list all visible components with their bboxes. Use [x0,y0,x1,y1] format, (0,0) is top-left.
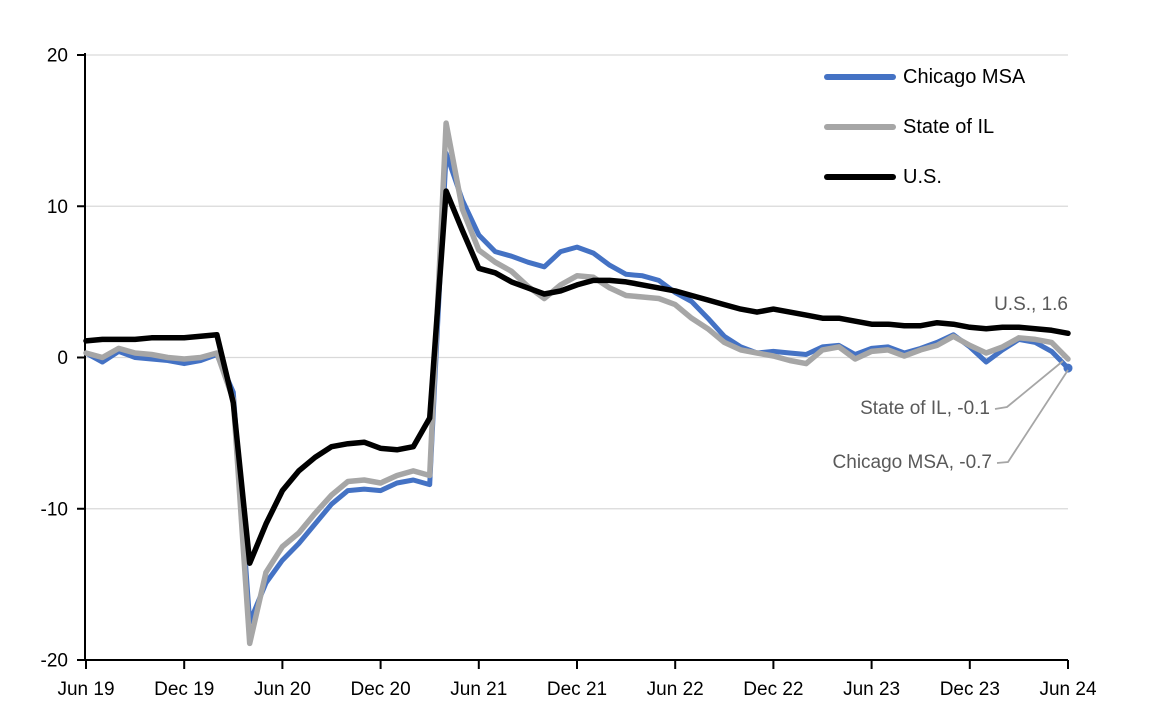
legend-label-chicago-msa: Chicago MSA [903,65,1026,88]
legend-item-chicago-msa[interactable]: Chicago MSA [824,52,1025,102]
y-tick-label-10: 10 [47,197,68,218]
legend-label-us: U.S. [903,165,942,188]
annotation-chicago-last-value: Chicago MSA, -0.7 [832,452,992,473]
legend-swatch-us [824,174,896,180]
x-tick-label-2: Jun 20 [254,679,311,700]
legend-item-us[interactable]: U.S. [824,152,1025,202]
y-tick-label-0: 0 [57,348,68,369]
x-tick-label-0: Jun 19 [57,679,114,700]
end-dot-chicago-msa [1063,363,1073,373]
x-tick-label-8: Jun 23 [843,679,900,700]
annotation-leader-2 [996,369,1069,464]
y-tick-label-20: 20 [47,46,68,67]
legend-label-state-of-il: State of IL [903,115,995,138]
x-tick-label-1: Dec 19 [154,679,214,700]
chart-legend: Chicago MSA State of IL U.S. [824,52,1025,202]
x-tick-label-6: Jun 22 [647,679,704,700]
legend-swatch-state-of-il [824,124,896,130]
x-tick-label-10: Jun 24 [1039,679,1096,700]
legend-swatch-chicago-msa [824,74,896,80]
x-tick-label-7: Dec 22 [743,679,803,700]
annotation-il-last-value: State of IL, -0.1 [860,398,990,419]
series-line-chicago-msa [83,150,1071,625]
annotation-us-last-value: U.S., 1.6 [994,294,1068,315]
x-tick-label-4: Jun 21 [450,679,507,700]
y-tick-label--10: -10 [41,499,68,520]
series-line-state-of-il [83,120,1071,647]
x-tick-label-9: Dec 23 [940,679,1000,700]
series-line-u-s- [83,188,1071,566]
y-tick-label--20: -20 [41,651,68,672]
x-tick-label-3: Dec 20 [350,679,410,700]
legend-item-state-of-il[interactable]: State of IL [824,102,1025,152]
x-tick-label-5: Dec 21 [547,679,607,700]
annotation-leader-1 [994,360,1064,410]
